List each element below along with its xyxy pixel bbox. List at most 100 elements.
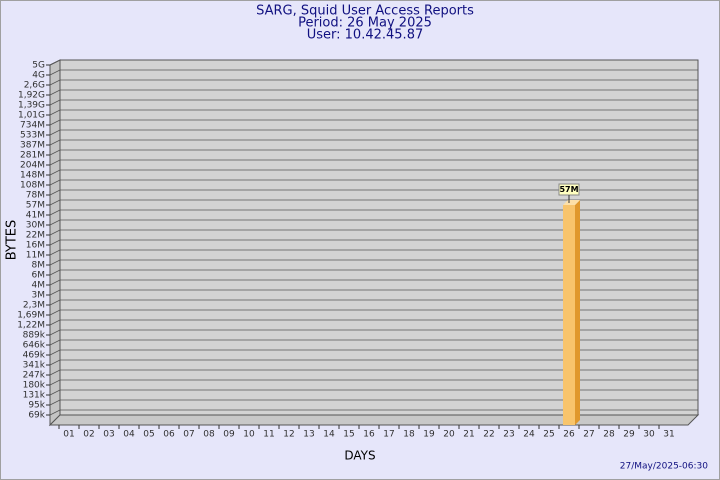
y-tick-label: 8M xyxy=(32,261,46,271)
bar-side xyxy=(575,200,580,425)
y-tick-label: 5G xyxy=(32,61,45,71)
y-tick-label: 1,69M xyxy=(17,311,45,321)
grid-line xyxy=(49,219,61,226)
y-tick-label: 57M xyxy=(26,201,45,211)
grid-line xyxy=(49,99,61,106)
x-tick-label: 01 xyxy=(63,430,74,440)
x-tick-label: 28 xyxy=(603,430,615,440)
y-tick-label: 889k xyxy=(23,331,46,341)
y-tick-label: 469k xyxy=(23,351,46,361)
x-tick-label: 05 xyxy=(143,430,154,440)
grid-line xyxy=(49,259,61,266)
y-tick-label: 4G xyxy=(32,71,45,81)
y-tick-label: 646k xyxy=(23,341,46,351)
y-tick-label: 387M xyxy=(20,141,45,151)
x-tick-label: 10 xyxy=(243,430,255,440)
grid-line xyxy=(49,69,61,76)
x-tick-label: 24 xyxy=(523,430,535,440)
y-tick-label: 281M xyxy=(20,151,45,161)
grid-line xyxy=(49,139,61,146)
x-tick-label: 31 xyxy=(663,430,674,440)
y-tick-label: 1,39G xyxy=(18,101,45,111)
y-tick-label: 734M xyxy=(20,121,45,131)
grid-line xyxy=(49,279,61,286)
y-tick-label: 11M xyxy=(26,251,45,261)
grid-line xyxy=(49,209,61,216)
y-tick-label: 16M xyxy=(26,241,45,251)
grid-line xyxy=(49,409,61,416)
grid-line xyxy=(49,59,61,66)
grid-line xyxy=(49,159,61,166)
y-tick-label: 533M xyxy=(20,131,45,141)
y-tick-label: 69k xyxy=(28,411,45,421)
x-tick-label: 23 xyxy=(503,430,514,440)
y-tick-label: 4M xyxy=(32,281,46,291)
bar xyxy=(563,205,575,425)
y-tick-label: 131k xyxy=(23,391,46,401)
x-tick-label: 19 xyxy=(423,430,435,440)
chart-user: User: 10.42.45.87 xyxy=(307,28,423,43)
value-label: 57M xyxy=(559,185,578,194)
grid-line xyxy=(49,299,61,306)
x-tick-label: 30 xyxy=(643,430,655,440)
y-tick-label: 6M xyxy=(32,271,46,281)
grid-line xyxy=(49,269,61,276)
x-tick-label: 12 xyxy=(283,430,294,440)
x-tick-label: 26 xyxy=(563,430,575,440)
bar-top xyxy=(563,200,580,205)
x-tick-label: 22 xyxy=(483,430,494,440)
x-tick-label: 06 xyxy=(163,430,175,440)
x-tick-label: 18 xyxy=(403,430,415,440)
y-tick-label: 204M xyxy=(20,161,45,171)
grid-line xyxy=(49,369,61,376)
timestamp: 27/May/2025-06:30 xyxy=(620,462,708,472)
grid-line xyxy=(49,179,61,186)
grid-line xyxy=(49,359,61,366)
y-tick-label: 1,22M xyxy=(17,321,45,331)
grid-line xyxy=(49,79,61,86)
grid-line xyxy=(49,339,61,346)
x-tick-label: 16 xyxy=(363,430,375,440)
grid-line xyxy=(49,169,61,176)
grid-line xyxy=(49,249,61,256)
x-tick-label: 04 xyxy=(123,430,135,440)
y-tick-label: 1,92G xyxy=(18,91,45,101)
grid-line xyxy=(49,399,61,406)
grid-line xyxy=(49,319,61,326)
grid-line xyxy=(49,239,61,246)
chart-subtitle: Period: 26 May 2025 xyxy=(298,16,432,31)
grid-line xyxy=(49,189,61,196)
x-tick-label: 27 xyxy=(583,430,594,440)
grid-line xyxy=(49,109,61,116)
grid-line xyxy=(49,199,61,206)
y-tick-label: 341k xyxy=(23,361,46,371)
y-tick-label: 3M xyxy=(32,291,46,301)
y-tick-label: 108M xyxy=(20,181,45,191)
grid-line xyxy=(49,309,61,316)
grid-line xyxy=(49,389,61,396)
x-tick-label: 08 xyxy=(203,430,215,440)
x-tick-label: 29 xyxy=(623,430,635,440)
y-tick-label: 30M xyxy=(26,221,45,231)
y-tick-label: 95k xyxy=(28,401,45,411)
chart-title: SARG, Squid User Access Reports xyxy=(256,4,474,19)
x-tick-label: 02 xyxy=(83,430,94,440)
grid-line xyxy=(49,89,61,96)
y-tick-label: 78M xyxy=(26,191,45,201)
x-tick-label: 15 xyxy=(343,430,354,440)
y-tick-label: 1,01G xyxy=(18,111,45,121)
x-tick-label: 21 xyxy=(463,430,474,440)
x-tick-label: 07 xyxy=(183,430,194,440)
y-tick-label: 180k xyxy=(23,381,46,391)
grid-line xyxy=(49,229,61,236)
floor xyxy=(48,414,700,426)
grid-line xyxy=(49,379,61,386)
x-tick-label: 03 xyxy=(103,430,114,440)
y-tick-label: 148M xyxy=(20,171,45,181)
grid-line xyxy=(49,119,61,126)
y-tick-label: 41M xyxy=(26,211,45,221)
y-tick-label: 2,6G xyxy=(24,81,45,91)
grid-line xyxy=(49,149,61,156)
x-tick-label: 17 xyxy=(383,430,394,440)
